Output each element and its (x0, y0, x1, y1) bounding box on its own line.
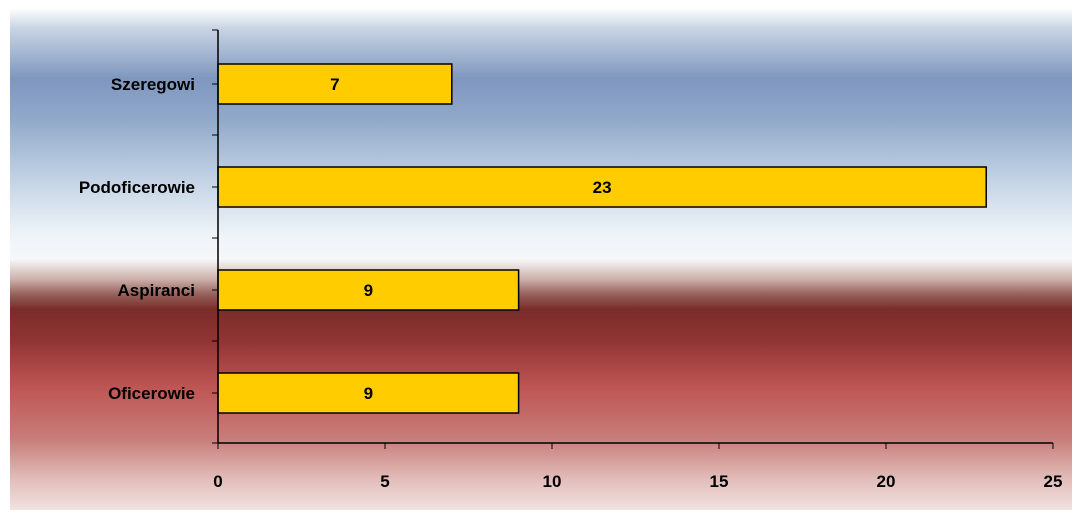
x-tick-label: 5 (380, 472, 389, 491)
category-label: Aspiranci (118, 281, 195, 300)
category-label: Podoficerowie (79, 178, 195, 197)
data-label: 23 (593, 178, 612, 197)
bar-oficerowie (217, 372, 520, 414)
x-tick-label: 10 (543, 472, 562, 491)
x-tick-label: 20 (877, 472, 896, 491)
bar-szeregowi (217, 63, 453, 105)
x-tick-label: 0 (213, 472, 222, 491)
plot-area: 7 Szeregowi 23 Podoficerowie 9 Aspiranci 9 Ofic… (79, 29, 1063, 491)
x-tick-label: 25 (1044, 472, 1063, 491)
chart-background (10, 8, 1072, 510)
data-label: 7 (330, 75, 339, 94)
x-tick-label: 15 (710, 472, 729, 491)
category-label: Oficerowie (108, 384, 195, 403)
category-label: Szeregowi (111, 75, 195, 94)
data-label: 9 (364, 281, 373, 300)
bar-aspiranci (217, 269, 520, 311)
data-label: 9 (364, 384, 373, 403)
